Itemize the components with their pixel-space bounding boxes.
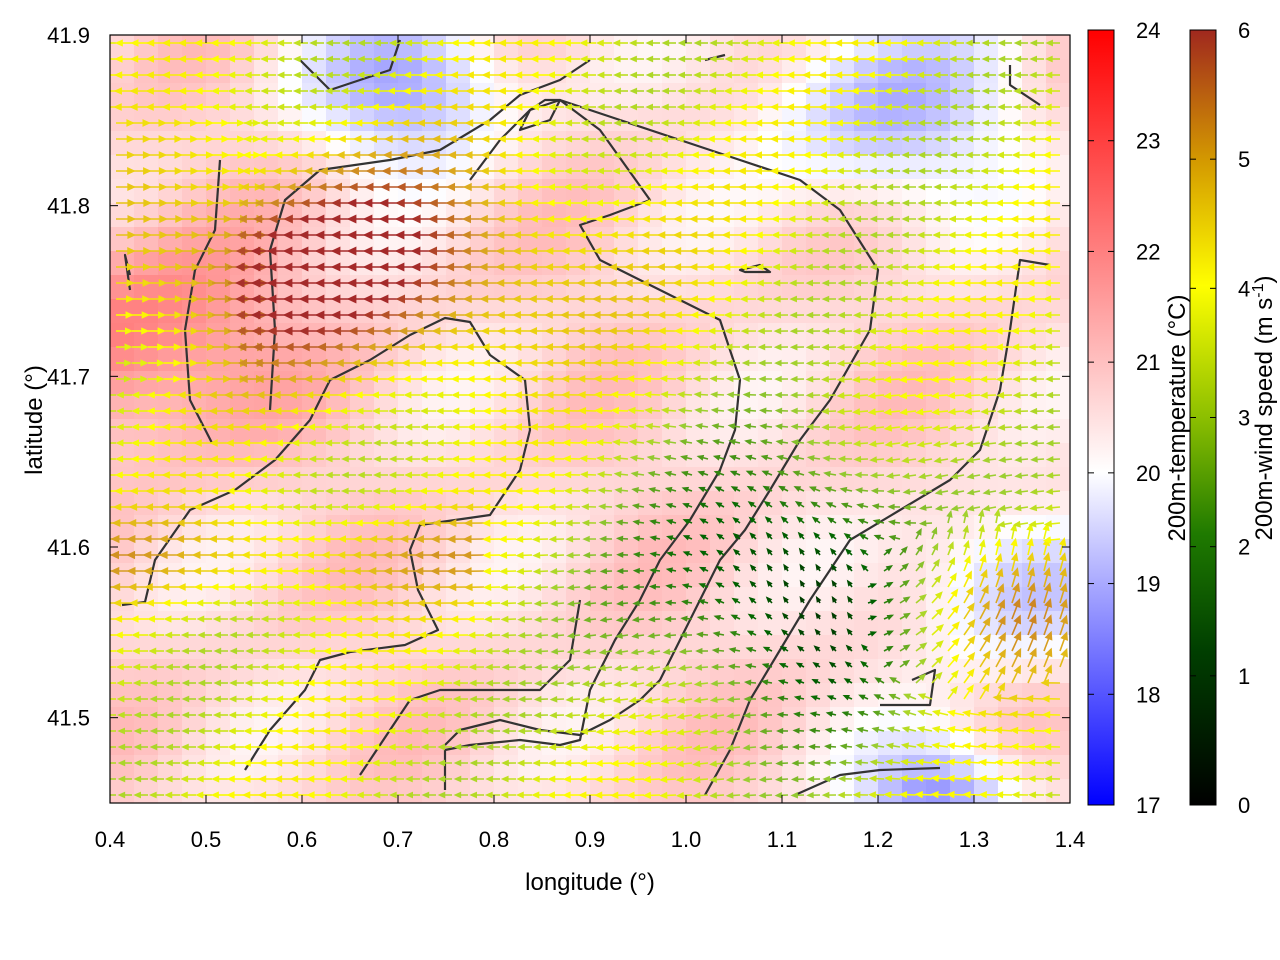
contour-line <box>794 766 941 797</box>
temperature-colorbar: 17 18 19 20 21 22 23 24 200m-temperature (°C) <box>1087 18 1191 818</box>
x-tick-label: 1.4 <box>1055 827 1086 852</box>
colorbar-tick-label: 0 <box>1238 793 1250 818</box>
y-tick-label: 41.9 <box>47 23 90 48</box>
colorbar-tick-label: 23 <box>1136 129 1160 154</box>
colorbar-tick-label: 4 <box>1238 276 1250 301</box>
contour-line <box>1008 65 1041 106</box>
colorbar-tick-label: 6 <box>1238 18 1250 43</box>
y-axis-label: latitude (°) <box>21 365 48 475</box>
colorbar-tick-label: 2 <box>1238 535 1250 560</box>
colorbar-tick-label: 21 <box>1136 350 1160 375</box>
x-tick-label: 0.8 <box>479 827 510 852</box>
x-tick-label: 1.2 <box>863 827 894 852</box>
colorbar-tick-label: 3 <box>1238 406 1250 431</box>
wind-label-main: 200m-wind speed (m s <box>1251 298 1278 541</box>
x-tick-label: 0.9 <box>575 827 606 852</box>
contour-line <box>359 599 582 776</box>
x-axis: 0.4 0.5 0.6 0.7 0.8 0.9 1.0 1.1 1.2 1.3 1.4 <box>95 35 1086 852</box>
colorbar-tick-label: 19 <box>1136 572 1160 597</box>
y-tick-label: 41.6 <box>47 535 90 560</box>
contour-line <box>443 98 742 790</box>
temperature-colorbar-label: 200m-temperature (°C) <box>1164 294 1191 541</box>
x-tick-label: 0.5 <box>191 827 222 852</box>
x-tick-label: 1.0 <box>671 827 702 852</box>
x-tick-label: 1.3 <box>959 827 990 852</box>
wind-colorbar: 0 1 2 3 4 5 6 200m-wind speed (m s-1) <box>1189 18 1278 818</box>
x-tick-label: 0.7 <box>383 827 414 852</box>
wind-colorbar-label: 200m-wind speed (m s-1) <box>1250 276 1278 541</box>
colorbar-tick-label: 22 <box>1136 239 1160 264</box>
x-tick-label: 0.6 <box>287 827 318 852</box>
contour-line <box>518 98 562 132</box>
y-tick-label: 41.8 <box>47 194 90 219</box>
y-tick-label: 41.5 <box>47 706 90 731</box>
x-axis-label: longitude (°) <box>525 869 655 896</box>
wind-vectors <box>110 39 1069 799</box>
contour-line <box>121 316 532 771</box>
colorbar-tick-label: 24 <box>1136 18 1160 43</box>
wind-label-end: ) <box>1251 276 1278 284</box>
plot-area <box>110 35 1070 803</box>
x-tick-label: 1.1 <box>767 827 798 852</box>
wind-label-exp: -1 <box>1250 283 1267 297</box>
colorbar-tick-label: 5 <box>1238 147 1250 172</box>
y-tick-label: 41.7 <box>47 364 90 389</box>
contour-line <box>444 98 880 746</box>
colorbar-tick-label: 17 <box>1136 793 1160 818</box>
colorbar-tick-label: 18 <box>1136 682 1160 707</box>
colorbar-tick-label: 20 <box>1136 461 1160 486</box>
colorbar-tick-label: 1 <box>1238 664 1250 689</box>
x-tick-label: 0.4 <box>95 827 126 852</box>
y-axis: 41.5 41.6 41.7 41.8 41.9 <box>47 23 1070 731</box>
